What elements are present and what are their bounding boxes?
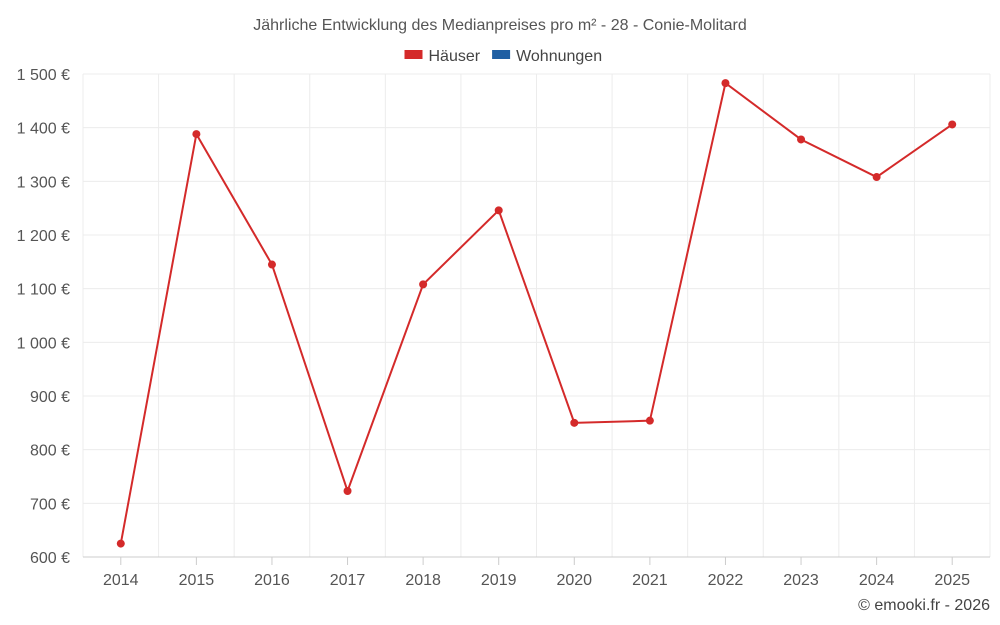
y-tick-label: 900 €: [30, 389, 70, 406]
data-point[interactable]: [116, 539, 125, 548]
y-tick-label: 1 400 €: [17, 121, 70, 138]
x-tick-label: 2018: [405, 572, 441, 589]
legend-swatch: [404, 50, 423, 59]
data-point[interactable]: [267, 260, 276, 269]
y-tick-label: 600 €: [30, 550, 70, 567]
y-tick-label: 1 200 €: [17, 228, 70, 245]
x-tick-label: 2025: [934, 572, 970, 589]
credit-text: © emooki.fr - 2026: [858, 597, 990, 614]
x-tick-label: 2019: [481, 572, 517, 589]
data-point[interactable]: [570, 418, 579, 427]
y-tick-label: 1 100 €: [17, 282, 70, 299]
x-tick-label: 2023: [783, 572, 819, 589]
legend-label: Wohnungen: [516, 48, 602, 65]
y-tick-label: 1 500 €: [17, 67, 70, 84]
y-tick-label: 1 000 €: [17, 335, 70, 352]
plot-area: [116, 79, 957, 548]
data-point[interactable]: [343, 486, 352, 495]
x-tick-label: 2017: [330, 572, 366, 589]
data-point[interactable]: [721, 79, 730, 88]
y-axis: 600 € 700 € 800 € 900 € 1 000 € 1 100 € 1 200 …: [17, 67, 70, 567]
data-point[interactable]: [192, 130, 201, 139]
x-tick-label: 2024: [859, 572, 895, 589]
legend-item-wohnungen[interactable]: Wohnungen: [492, 48, 602, 65]
x-tick-label: 2016: [254, 572, 290, 589]
x-tick-label: 2022: [708, 572, 744, 589]
legend-swatch: [492, 50, 511, 59]
legend-item-häuser[interactable]: Häuser: [404, 48, 481, 65]
x-tick-label: 2021: [632, 572, 668, 589]
grid: [82, 73, 991, 558]
series-line-häuser: [119, 81, 953, 544]
x-tick-label: 2020: [556, 572, 592, 589]
data-point[interactable]: [872, 173, 881, 182]
x-tick-label: 2014: [103, 572, 139, 589]
data-point[interactable]: [948, 120, 957, 129]
y-tick-label: 700 €: [30, 496, 70, 513]
chart-title: Jährliche Entwicklung des Medianpreises …: [253, 17, 747, 34]
legend: Häuser Wohnungen: [404, 48, 602, 65]
y-tick-label: 1 300 €: [17, 174, 70, 191]
x-axis: 2014 2015 2016 2017 2018 2019 2020 2021 2022 2023…: [83, 556, 990, 589]
data-point[interactable]: [419, 280, 428, 289]
data-point[interactable]: [494, 206, 503, 215]
y-tick-label: 800 €: [30, 443, 70, 460]
legend-label: Häuser: [429, 48, 481, 65]
data-point[interactable]: [797, 135, 806, 144]
data-point[interactable]: [645, 416, 654, 425]
x-tick-label: 2015: [179, 572, 215, 589]
